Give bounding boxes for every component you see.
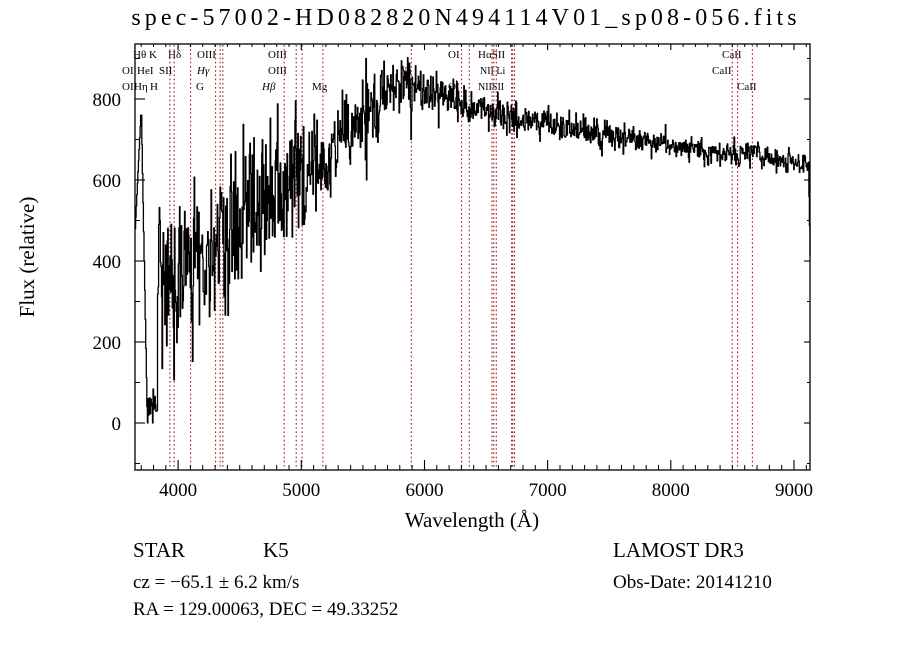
svg-text:NIISII: NIISII bbox=[478, 82, 504, 93]
svg-text:0: 0 bbox=[112, 414, 122, 435]
svg-text:600: 600 bbox=[93, 171, 122, 192]
svg-text:K: K bbox=[149, 49, 157, 61]
svg-text:9000: 9000 bbox=[775, 480, 813, 501]
svg-text:K5: K5 bbox=[263, 538, 289, 562]
svg-text:Mg: Mg bbox=[312, 81, 328, 93]
svg-text:NII Li: NII Li bbox=[480, 66, 505, 77]
svg-text:STAR: STAR bbox=[133, 538, 185, 562]
svg-text:4000: 4000 bbox=[159, 480, 197, 501]
svg-text:H: H bbox=[150, 81, 158, 93]
svg-text:HeI: HeI bbox=[137, 65, 154, 77]
svg-text:Obs-Date: 20141210: Obs-Date: 20141210 bbox=[613, 572, 772, 593]
svg-text:8000: 8000 bbox=[652, 480, 690, 501]
svg-text:OIII: OIII bbox=[197, 49, 216, 61]
svg-text:CaII: CaII bbox=[737, 81, 757, 93]
svg-text:5000: 5000 bbox=[282, 480, 320, 501]
svg-text:Wavelength (Å): Wavelength (Å) bbox=[405, 508, 539, 532]
svg-text:Hη: Hη bbox=[134, 81, 148, 93]
svg-text:200: 200 bbox=[93, 333, 122, 354]
svg-text:CaII: CaII bbox=[712, 65, 732, 77]
svg-text:LAMOST DR3: LAMOST DR3 bbox=[613, 538, 744, 562]
svg-text:spec-57002-HD082820N494114V01_: spec-57002-HD082820N494114V01_sp08-056.f… bbox=[131, 5, 800, 31]
svg-text:cz = −65.1 ± 6.2 km/s: cz = −65.1 ± 6.2 km/s bbox=[133, 572, 299, 593]
svg-text:Hβ: Hβ bbox=[261, 81, 276, 93]
svg-text:G: G bbox=[196, 81, 204, 93]
svg-text:Flux (relative): Flux (relative) bbox=[15, 197, 39, 318]
svg-text:OI: OI bbox=[122, 65, 134, 77]
svg-text:6000: 6000 bbox=[406, 480, 444, 501]
svg-text:RA = 129.00063, DEC = 49.3325: RA = 129.00063, DEC = 49.33252 bbox=[133, 599, 398, 620]
svg-text:400: 400 bbox=[93, 252, 122, 273]
svg-text:800: 800 bbox=[93, 90, 122, 111]
svg-text:SII: SII bbox=[159, 65, 173, 77]
svg-text:OI: OI bbox=[448, 49, 460, 61]
svg-text:OI: OI bbox=[122, 81, 134, 93]
svg-text:7000: 7000 bbox=[529, 480, 567, 501]
svg-text:Hγ: Hγ bbox=[196, 65, 210, 77]
